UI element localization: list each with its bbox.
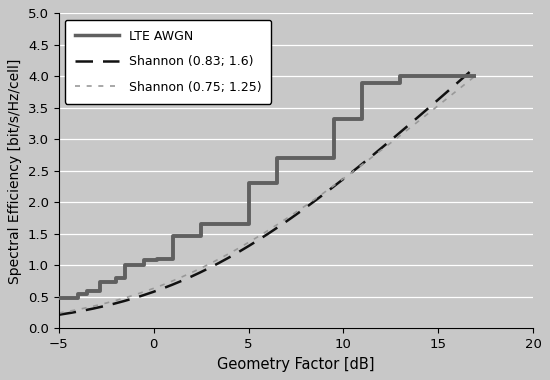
Y-axis label: Spectral Efficiency [bit/s/Hz/cell]: Spectral Efficiency [bit/s/Hz/cell] (8, 58, 23, 283)
Legend: LTE AWGN, Shannon (0.83; 1.6), Shannon (0.75; 1.25): LTE AWGN, Shannon (0.83; 1.6), Shannon (… (65, 20, 271, 104)
X-axis label: Geometry Factor [dB]: Geometry Factor [dB] (217, 357, 375, 372)
